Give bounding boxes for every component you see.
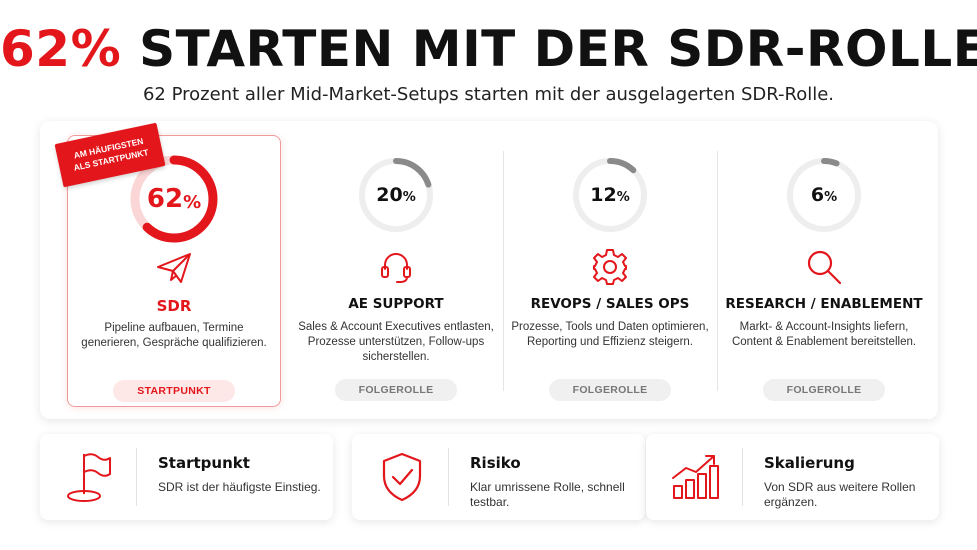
role-description: Prozesse, Tools und Daten optimieren, Re… (511, 321, 709, 348)
magnifier-icon (804, 247, 844, 287)
paper-plane-icon (154, 248, 194, 288)
info-title: Risiko (470, 454, 521, 472)
role-name: AE SUPPORT (348, 296, 444, 312)
growth-chart-icon (668, 448, 724, 506)
role-status-pill: STARTPUNKT (113, 380, 235, 402)
percent-sign: % (616, 190, 630, 205)
percent-ring-revops: 12% (570, 155, 650, 235)
divider (503, 151, 504, 391)
info-card-startpunkt: Startpunkt SDR ist der häufigste Einstie… (40, 434, 333, 520)
percent-sign: % (183, 191, 202, 213)
percent-value: 6 (810, 184, 825, 206)
role-sdr: 62% SDR Pipeline aufbauen, Termine gener… (67, 135, 281, 407)
flag-icon (62, 448, 118, 506)
percent-ring-ae-support: 20% (356, 155, 436, 235)
info-card-skalierung: Skalierung Von SDR aus weitere Rollen er… (646, 434, 939, 520)
percent-sign: % (824, 190, 838, 205)
divider (742, 448, 743, 506)
role-ae-support: 20% AE SUPPORT Sales & Account Executive… (289, 135, 503, 407)
role-name: REVOPS / SALES OPS (530, 296, 690, 312)
percent-value: 62 (146, 184, 184, 214)
divider (717, 151, 718, 391)
info-title: Skalierung (764, 454, 855, 472)
title-text: STARTEN MIT DER SDR-ROLLE (139, 20, 977, 78)
gear-icon (590, 247, 630, 287)
divider (448, 448, 449, 506)
role-research: 6% RESEARCH / ENABLEMENT Markt- & Accoun… (717, 135, 931, 407)
role-description: Markt- & Account-Insights liefern, Conte… (731, 321, 917, 348)
percent-value: 20 (376, 184, 403, 206)
role-description: Pipeline aufbauen, Termine generieren, G… (81, 322, 267, 349)
info-title: Startpunkt (158, 454, 250, 472)
role-description: Sales & Account Executives entlasten, Pr… (298, 321, 494, 363)
shield-check-icon (374, 448, 430, 506)
percent-ring-sdr: 62% (127, 152, 221, 246)
role-name: SDR (156, 297, 192, 315)
page-subtitle: 62 Prozent aller Mid-Market-Setups start… (142, 84, 835, 105)
info-text: Klar umrissene Rolle, schnell testbar. (470, 480, 625, 509)
percent-ring-research: 6% (784, 155, 864, 235)
info-text: Von SDR aus weitere Rollen ergänzen. (764, 480, 916, 509)
divider (136, 448, 137, 506)
info-card-risiko: Risiko Klar umrissene Rolle, schnell tes… (352, 434, 645, 520)
roles-card: 62% SDR Pipeline aufbauen, Termine gener… (40, 121, 938, 419)
page-title: 62% STARTEN MIT DER SDR-ROLLE (0, 18, 977, 80)
headset-icon (376, 247, 416, 287)
role-name: RESEARCH / ENABLEMENT (725, 296, 923, 312)
role-status-pill: FOLGEROLLE (549, 379, 671, 401)
role-revops: 12% REVOPS / SALES OPS Prozesse, Tools u… (503, 135, 717, 407)
role-status-pill: FOLGEROLLE (335, 379, 457, 401)
info-text: SDR ist der häufigste Einstieg. (158, 480, 321, 494)
title-percent: 62% (0, 20, 122, 78)
percent-sign: % (402, 190, 416, 205)
percent-value: 12 (590, 184, 617, 206)
role-status-pill: FOLGEROLLE (763, 379, 885, 401)
